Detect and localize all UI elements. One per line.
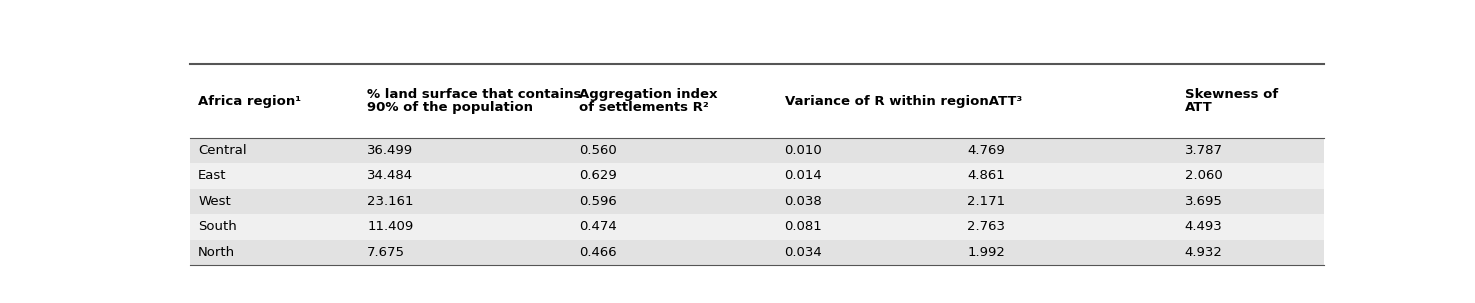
Text: 36.499: 36.499 — [367, 144, 413, 157]
Bar — [190, 163, 1325, 189]
Text: Variance of R within regionATT³: Variance of R within regionATT³ — [785, 95, 1022, 108]
Bar — [190, 214, 1325, 240]
Text: 4.932: 4.932 — [1184, 246, 1223, 259]
Text: 1.992: 1.992 — [968, 246, 1006, 259]
Text: East: East — [198, 169, 227, 182]
Text: 2.060: 2.060 — [1184, 169, 1223, 182]
Text: 0.474: 0.474 — [578, 220, 617, 233]
Text: 0.038: 0.038 — [785, 195, 822, 208]
Text: Skewness of: Skewness of — [1184, 88, 1277, 101]
Text: 3.695: 3.695 — [1184, 195, 1223, 208]
Text: North: North — [198, 246, 235, 259]
Bar — [190, 189, 1325, 214]
Text: Aggregation index: Aggregation index — [578, 88, 717, 101]
Text: 0.596: 0.596 — [578, 195, 617, 208]
Text: of settlements R²: of settlements R² — [578, 101, 708, 114]
Text: 0.466: 0.466 — [578, 246, 617, 259]
Text: 4.861: 4.861 — [968, 169, 1004, 182]
Text: 0.010: 0.010 — [785, 144, 822, 157]
Text: 0.014: 0.014 — [785, 169, 822, 182]
Text: % land surface that contains: % land surface that contains — [367, 88, 581, 101]
Text: 4.493: 4.493 — [1184, 220, 1223, 233]
Bar — [190, 240, 1325, 265]
Text: Central: Central — [198, 144, 246, 157]
Text: Africa region¹: Africa region¹ — [198, 95, 301, 108]
Text: 0.034: 0.034 — [785, 246, 822, 259]
Text: 4.769: 4.769 — [968, 144, 1004, 157]
Text: 0.081: 0.081 — [785, 220, 822, 233]
Text: 90% of the population: 90% of the population — [367, 101, 534, 114]
Text: 11.409: 11.409 — [367, 220, 413, 233]
Text: ATT: ATT — [1184, 101, 1212, 114]
Text: 3.787: 3.787 — [1184, 144, 1223, 157]
Text: 2.171: 2.171 — [968, 195, 1006, 208]
Text: 0.629: 0.629 — [578, 169, 617, 182]
Text: 0.560: 0.560 — [578, 144, 617, 157]
Text: South: South — [198, 220, 237, 233]
Text: 7.675: 7.675 — [367, 246, 406, 259]
Text: 23.161: 23.161 — [367, 195, 414, 208]
Bar — [190, 138, 1325, 163]
Text: West: West — [198, 195, 232, 208]
Text: 2.763: 2.763 — [968, 220, 1006, 233]
Text: 34.484: 34.484 — [367, 169, 413, 182]
